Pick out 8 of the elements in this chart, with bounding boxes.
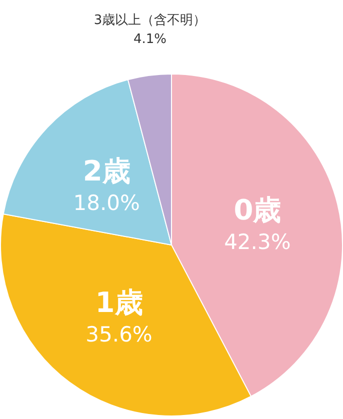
data-label: 18.0%: [73, 190, 140, 215]
data-label: 35.6%: [86, 322, 152, 346]
slice-label: 2歳: [82, 154, 130, 188]
data-label: 42.3%: [224, 230, 291, 254]
slice-label: 1歳: [95, 286, 143, 319]
slice-label: 3歳以上（含不明）: [94, 13, 206, 28]
slice-label: 0歳: [234, 193, 282, 226]
data-label: 4.1%: [133, 32, 167, 47]
